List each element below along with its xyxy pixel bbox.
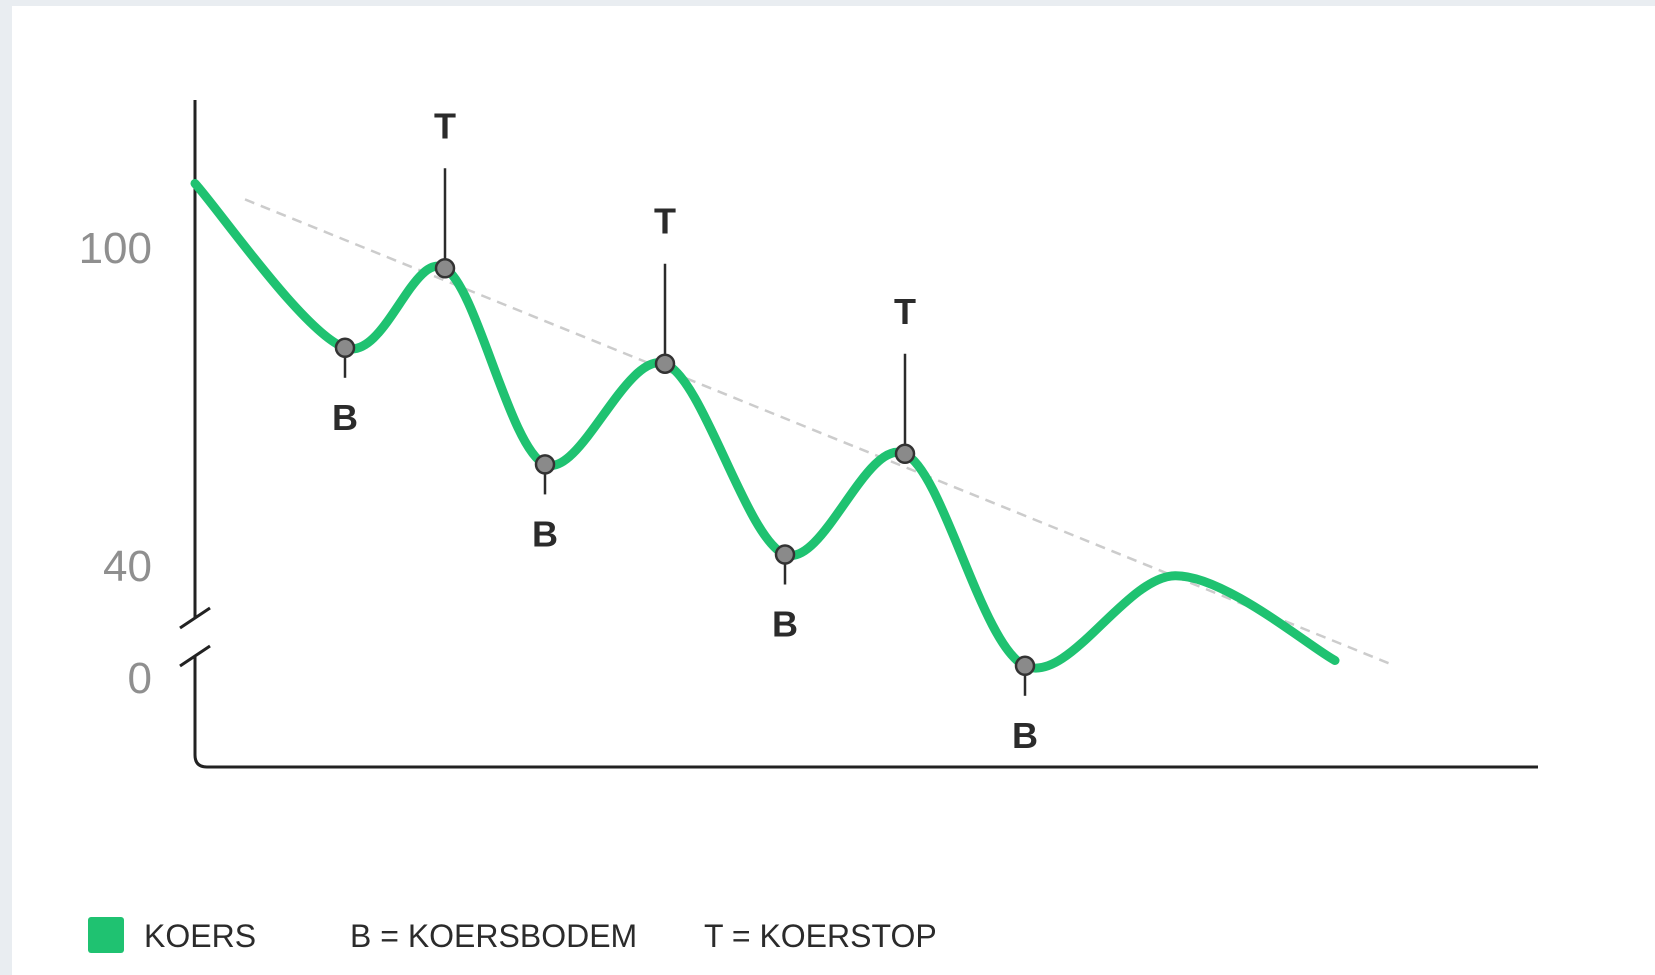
legend-label: B = KOERSBODEM [350,918,637,954]
trendline [244,198,1396,667]
bottom-marker-label: B [772,604,798,645]
data-point-marker [654,353,676,374]
bottom-marker-label: B [1012,715,1038,756]
legend-label: KOERS [144,918,256,954]
bottom-marker-label: B [332,397,358,438]
axes [179,100,1538,769]
legend-swatch-koers [88,917,124,953]
y-tick-label: 0 [128,654,152,703]
top-marker-label: T [894,291,916,332]
chart-card [12,6,1655,975]
y-tick-label: 40 [103,542,152,591]
data-point-marker [894,443,916,465]
bottom-marker-label: B [532,513,558,554]
data-point-marker [334,337,356,359]
data-point-marker [774,544,796,565]
x-axis-line [193,657,1538,769]
annotations: B T B T B T B [332,105,1038,756]
data-point-marker [534,454,556,475]
data-point-marker [434,258,456,279]
data-point-marker [1014,655,1036,677]
top-marker-label: T [654,201,676,242]
y-axis-break-mark [179,606,211,630]
legend-label: T = KOERSTOP [704,918,937,954]
y-tick-label: 100 [79,224,152,273]
legend: KOERS B = KOERSBODEM T = KOERSTOP [88,917,937,954]
y-axis-break-mark [179,644,211,668]
series-line-koers [190,179,1340,673]
y-tick-labels: 100 40 0 [79,224,152,703]
top-marker-label: T [434,105,456,146]
